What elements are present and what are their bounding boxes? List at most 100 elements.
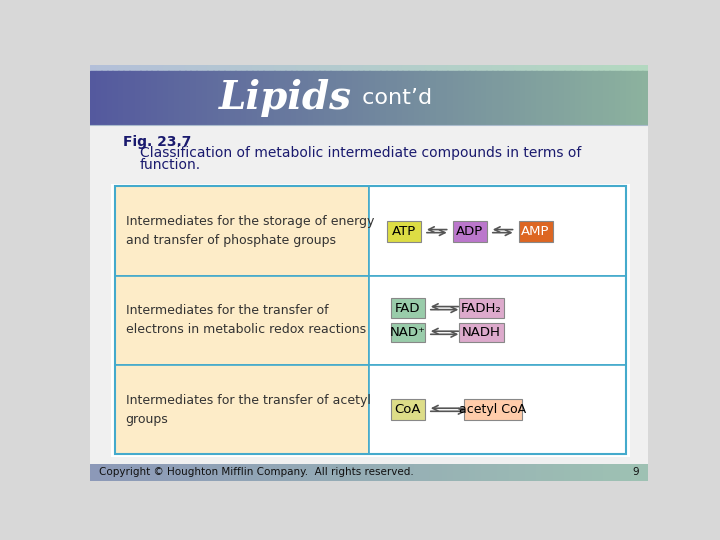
Bar (498, 464, 504, 481)
Text: ATP: ATP (392, 225, 416, 238)
Bar (324, 464, 330, 481)
Text: NADH: NADH (462, 326, 501, 339)
Bar (581, 65, 588, 71)
Bar (163, 65, 169, 71)
Bar (615, 65, 621, 71)
Bar (391, 400, 425, 420)
Bar (397, 464, 403, 481)
Bar (202, 464, 208, 481)
Bar (526, 71, 531, 125)
Bar (302, 464, 308, 481)
Text: CoA: CoA (395, 403, 421, 416)
Bar (520, 71, 526, 125)
Bar (464, 71, 470, 125)
Bar (408, 71, 415, 125)
Bar (380, 464, 387, 481)
Bar (593, 71, 598, 125)
Bar (174, 464, 180, 481)
Bar (114, 276, 369, 365)
Bar (274, 71, 281, 125)
Bar (520, 65, 526, 71)
Bar (447, 71, 454, 125)
Bar (631, 71, 638, 125)
Bar (514, 65, 521, 71)
Bar (575, 464, 582, 481)
Bar (369, 186, 626, 276)
Bar (459, 65, 464, 71)
Bar (297, 65, 303, 71)
Bar (514, 464, 521, 481)
Text: Lipids: Lipids (219, 79, 352, 117)
Bar (112, 65, 119, 71)
Bar (135, 65, 141, 71)
Bar (168, 464, 174, 481)
Bar (392, 65, 397, 71)
Bar (369, 276, 626, 365)
Bar (598, 71, 604, 125)
Bar (269, 464, 275, 481)
Bar (626, 65, 632, 71)
Bar (358, 65, 364, 71)
Bar (642, 464, 649, 481)
Bar (246, 464, 253, 481)
Bar (157, 65, 163, 71)
Bar (637, 65, 643, 71)
Bar (464, 464, 470, 481)
Bar (547, 464, 554, 481)
Bar (392, 464, 397, 481)
Bar (369, 65, 375, 71)
Bar (570, 71, 576, 125)
Bar (553, 71, 559, 125)
Bar (190, 464, 197, 481)
Bar (129, 464, 135, 481)
Bar (90, 125, 648, 464)
Bar (414, 71, 420, 125)
Bar (151, 65, 158, 71)
Bar (498, 65, 504, 71)
Bar (587, 71, 593, 125)
Bar (240, 65, 247, 71)
Bar (319, 464, 325, 481)
Bar (341, 71, 348, 125)
Bar (364, 464, 370, 481)
Text: acetyl CoA: acetyl CoA (459, 403, 526, 416)
Bar (397, 71, 403, 125)
Bar (224, 71, 230, 125)
Bar (341, 65, 348, 71)
Text: Fig. 23.7: Fig. 23.7 (122, 135, 191, 149)
Bar (520, 464, 526, 481)
Bar (587, 65, 593, 71)
Bar (498, 71, 504, 125)
Bar (336, 65, 342, 71)
Bar (157, 71, 163, 125)
Bar (352, 71, 359, 125)
Bar (263, 65, 269, 71)
Bar (352, 65, 359, 71)
Bar (111, 184, 630, 457)
Bar (129, 71, 135, 125)
Bar (402, 65, 409, 71)
Bar (168, 71, 174, 125)
Bar (258, 464, 264, 481)
Bar (218, 71, 225, 125)
Bar (324, 71, 330, 125)
Bar (626, 71, 632, 125)
Bar (218, 65, 225, 71)
Bar (503, 464, 509, 481)
Bar (431, 65, 437, 71)
Bar (352, 464, 359, 481)
Bar (263, 71, 269, 125)
Bar (246, 65, 253, 71)
Text: cont’d: cont’d (355, 88, 432, 108)
Text: function.: function. (140, 158, 201, 172)
Bar (402, 71, 409, 125)
Bar (425, 65, 431, 71)
Bar (414, 464, 420, 481)
Bar (101, 71, 107, 125)
Bar (218, 464, 225, 481)
Bar (408, 65, 415, 71)
Bar (274, 65, 281, 71)
Bar (107, 464, 113, 481)
Bar (575, 71, 582, 125)
Text: NAD⁺: NAD⁺ (390, 326, 426, 339)
